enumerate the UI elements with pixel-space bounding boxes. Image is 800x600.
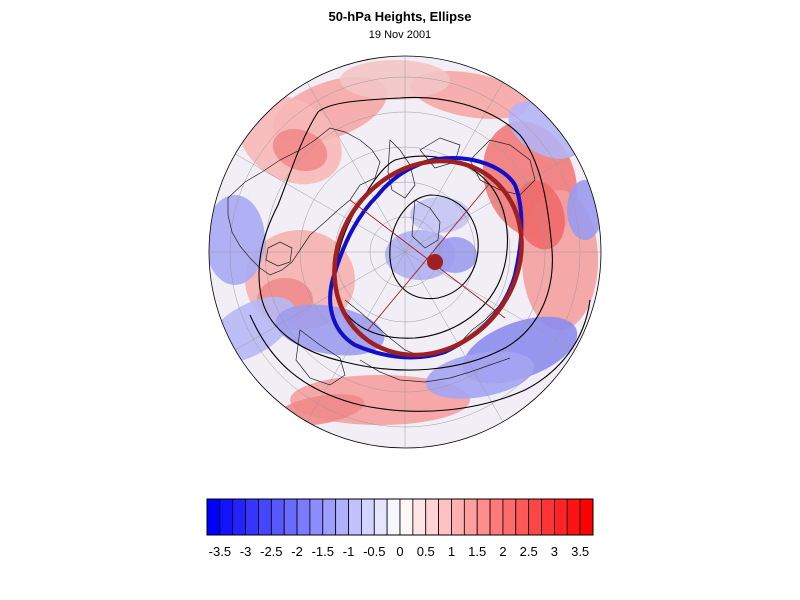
graticule [209,56,601,448]
colorbar-tick-label: 1.5 [468,544,486,559]
colorbar-box [335,498,349,536]
colorbar-box [476,498,491,536]
colorbar-tick-label: 2 [499,544,506,559]
colorbar-box [438,498,452,536]
colorbar-box [322,498,337,536]
colorbar-tick-label: 3 [551,544,558,559]
colorbar-box [566,498,581,536]
colorbar-box [258,498,272,536]
colorbar-box [219,498,234,536]
colorbar-tick-label: 3.5 [571,544,589,559]
colorbar-box [386,498,401,536]
colorbar-box [245,498,259,536]
ellipse-minor-axis [367,182,491,331]
colorbar-box [373,498,388,536]
vortex-edge-contour [328,156,524,360]
colorbar-tick-label: -2 [291,544,303,559]
colorbar-tick-label: -1.5 [312,544,334,559]
colorbar-tick-label: 1 [448,544,455,559]
colorbar-labels: -3.5 -3 -2.5 -2 -1.5 -1 -0.5 0 0.5 1 1.5 2 2.5 3 3.5 [209,544,590,559]
colorbar-box [296,498,311,536]
colorbar-tick-label: 0 [396,544,403,559]
colorbar-tick-label: -1 [343,544,355,559]
colorbar-box [579,498,594,536]
colorbar-box [425,498,440,536]
colorbar-tick-label: -2.5 [260,544,282,559]
map-title: 50-hPa Heights, Ellipse [328,9,472,24]
ellipse-centroid [427,254,443,270]
globe-outline [208,55,602,449]
colorbar-box [515,498,530,536]
colorbar-tick-label: -3 [240,544,252,559]
colorbar-box [283,498,298,536]
map-date-subtitle: 19 Nov 2001 [368,29,432,41]
colorbar-tick-label: 2.5 [520,544,538,559]
colorbar-tick-label: -0.5 [363,544,385,559]
colorbar-box [528,498,542,536]
colorbar-box [489,498,504,536]
colorbar-box [360,498,375,536]
vortex-overlays [328,156,524,360]
colorbar-box [412,498,427,536]
colorbar-box [502,498,517,536]
colorbar-boxes [206,498,594,536]
colorbar-box [309,498,324,536]
colorbar-box [554,498,568,536]
colorbar-box [348,498,362,536]
colorbar-box [206,498,221,536]
colorbar-box [463,498,478,536]
colorbar-box [451,498,465,536]
colorbar-box [270,498,285,536]
colorbar-box [232,498,247,536]
polar-map [208,55,602,449]
colorbar-tick-label: -3.5 [209,544,231,559]
colorbar-box [399,498,414,536]
colorbar-tick-label: 0.5 [417,544,435,559]
colorbar-box [541,498,555,536]
